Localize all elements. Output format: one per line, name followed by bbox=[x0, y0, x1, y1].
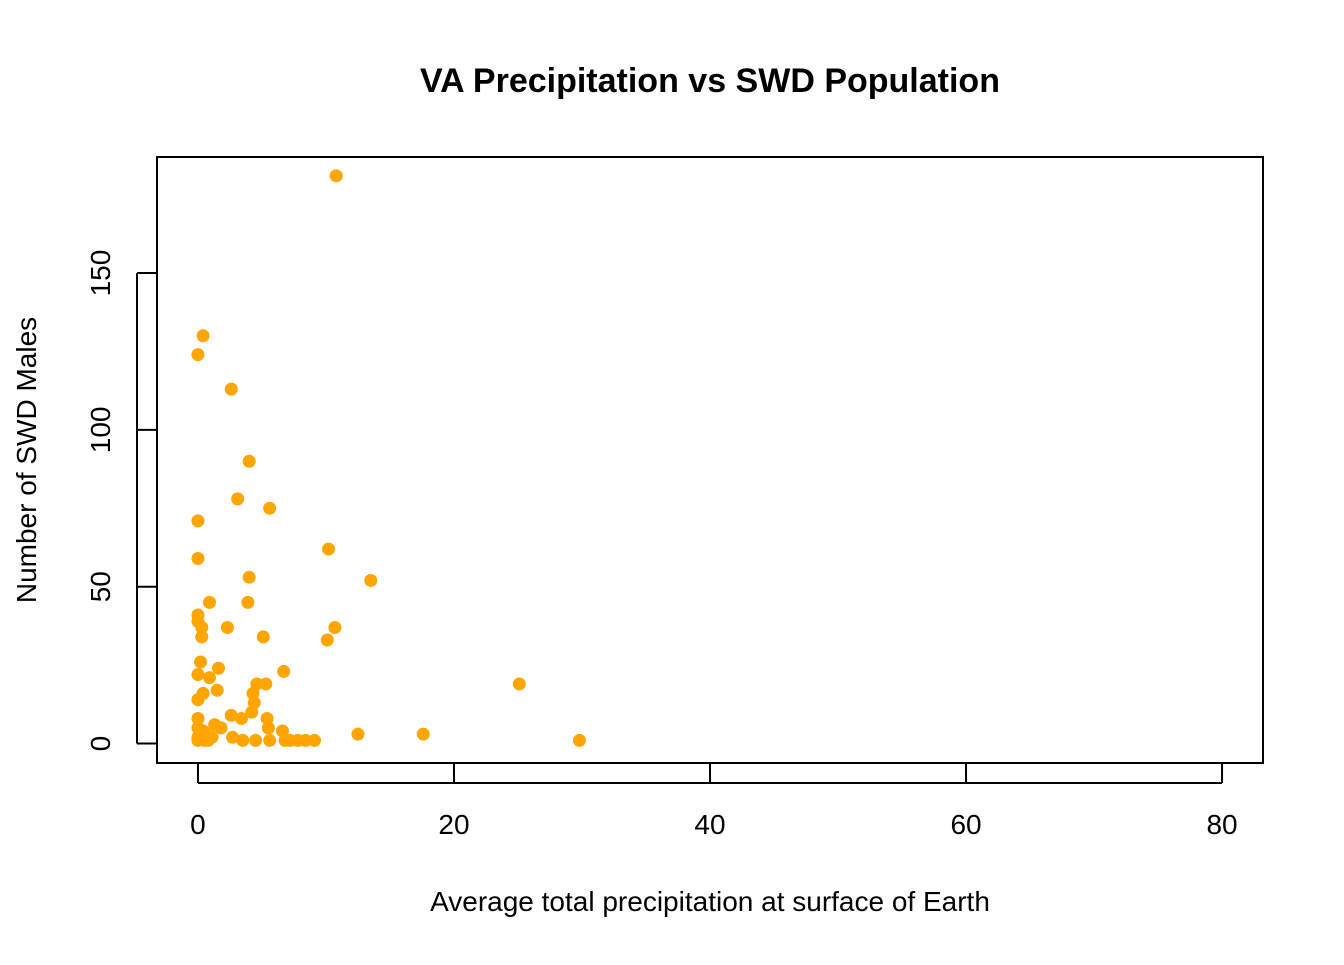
data-point bbox=[322, 542, 336, 556]
data-point bbox=[196, 329, 210, 343]
data-point bbox=[191, 693, 205, 707]
data-point bbox=[191, 348, 205, 362]
data-point bbox=[195, 620, 209, 634]
x-tick-label: 60 bbox=[950, 809, 981, 840]
data-point bbox=[236, 733, 250, 747]
y-axis-label: Number of SWD Males bbox=[11, 317, 42, 603]
data-point bbox=[572, 733, 586, 747]
x-axis: 0 20 40 60 80 bbox=[190, 764, 1238, 840]
x-tick-label: 80 bbox=[1206, 809, 1237, 840]
data-point bbox=[263, 733, 277, 747]
data-point bbox=[328, 620, 342, 634]
data-point bbox=[256, 630, 270, 644]
data-point bbox=[195, 630, 209, 644]
y-tick-label: 150 bbox=[85, 250, 116, 297]
data-point bbox=[278, 733, 292, 747]
data-point bbox=[245, 705, 259, 719]
data-point bbox=[259, 677, 273, 691]
y-tick-label: 0 bbox=[85, 736, 116, 752]
data-point bbox=[242, 570, 256, 584]
data-point bbox=[242, 454, 256, 468]
data-point bbox=[261, 721, 275, 735]
data-point bbox=[231, 492, 245, 506]
data-point bbox=[220, 620, 234, 634]
data-point bbox=[191, 668, 205, 682]
data-point bbox=[194, 655, 208, 669]
data-point bbox=[201, 733, 215, 747]
data-point bbox=[329, 169, 343, 183]
data-point bbox=[249, 733, 263, 747]
x-tick-label: 20 bbox=[438, 809, 469, 840]
data-point bbox=[298, 733, 312, 747]
data-point bbox=[191, 733, 205, 747]
data-point bbox=[351, 727, 365, 741]
x-tick-label: 40 bbox=[694, 809, 725, 840]
data-points bbox=[191, 169, 586, 747]
data-point bbox=[191, 711, 205, 725]
data-point bbox=[234, 711, 248, 725]
data-point bbox=[277, 664, 291, 678]
data-point bbox=[224, 382, 238, 396]
data-point bbox=[263, 501, 277, 515]
x-axis-label: Average total precipitation at surface o… bbox=[430, 886, 990, 917]
x-tick-label: 0 bbox=[190, 809, 206, 840]
y-tick-label: 50 bbox=[85, 571, 116, 602]
data-point bbox=[224, 708, 238, 722]
data-point bbox=[202, 595, 216, 609]
data-point bbox=[416, 727, 430, 741]
data-point bbox=[214, 721, 228, 735]
chart-title: VA Precipitation vs SWD Population bbox=[420, 62, 1000, 100]
data-point bbox=[191, 514, 205, 528]
data-point bbox=[202, 671, 216, 685]
data-point bbox=[210, 683, 224, 697]
data-point bbox=[364, 573, 378, 587]
data-point bbox=[307, 733, 321, 747]
y-tick-label: 100 bbox=[85, 407, 116, 454]
data-point bbox=[320, 633, 334, 647]
data-point bbox=[211, 661, 225, 675]
y-axis: 0 50 100 150 bbox=[85, 250, 157, 752]
data-point bbox=[512, 677, 526, 691]
data-point bbox=[226, 730, 240, 744]
data-point bbox=[191, 551, 205, 565]
data-point bbox=[241, 595, 255, 609]
plot-area-border bbox=[156, 156, 1264, 764]
